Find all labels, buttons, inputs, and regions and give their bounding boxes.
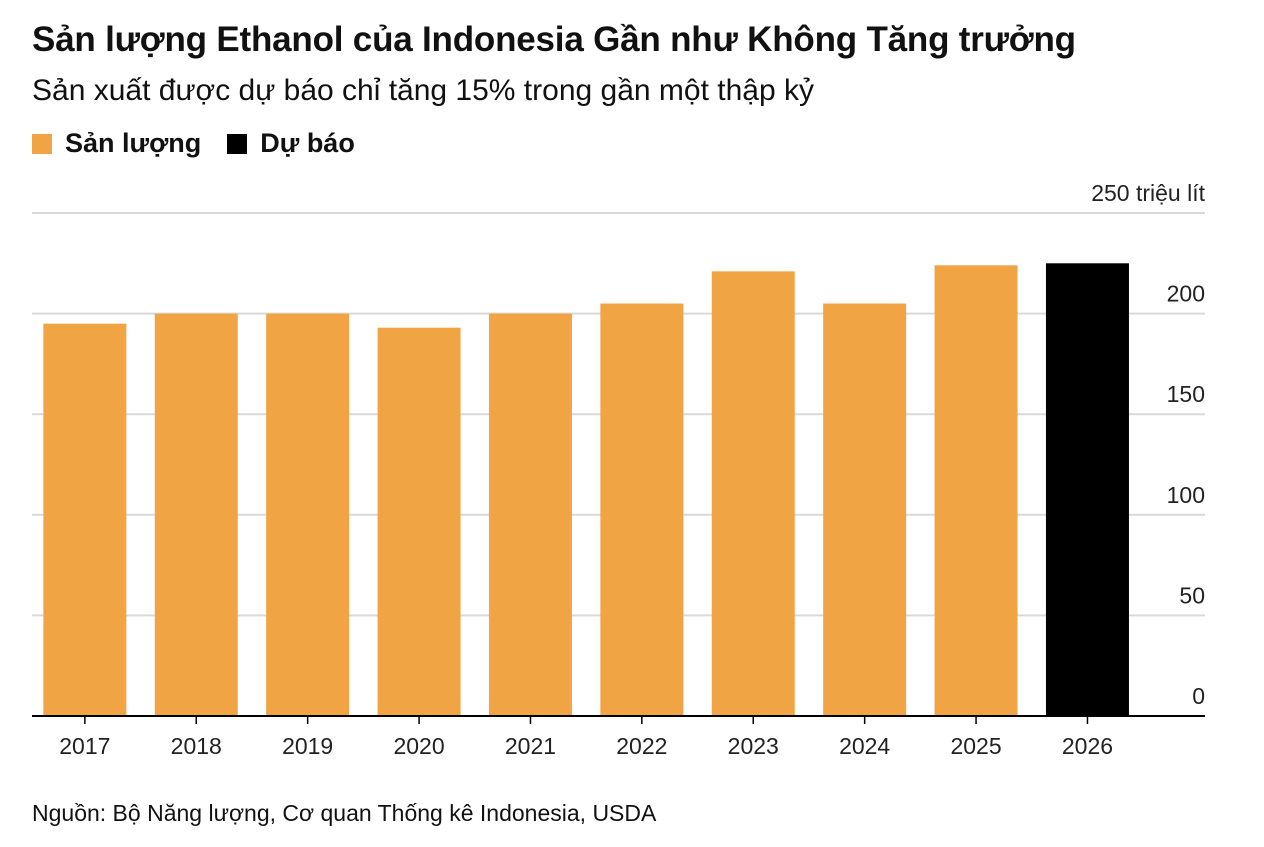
x-tick-label: 2018 xyxy=(171,733,222,759)
bar-production xyxy=(488,313,572,716)
legend: Sản lượng Dự báo xyxy=(32,128,381,159)
legend-item-production: Sản lượng xyxy=(32,128,201,159)
y-tick-label: 200 xyxy=(1167,281,1205,307)
bar-production xyxy=(377,327,461,716)
chart-subtitle: Sản xuất được dự báo chỉ tăng 15% trong … xyxy=(32,74,814,107)
bar-production xyxy=(934,265,1018,716)
bar-production xyxy=(266,313,350,716)
legend-swatch-production xyxy=(32,133,52,154)
x-tick-label: 2019 xyxy=(282,733,333,759)
y-tick-label: 50 xyxy=(1179,582,1205,608)
bar-production xyxy=(600,303,684,716)
x-tick-label: 2022 xyxy=(616,733,667,759)
legend-label-forecast: Dự báo xyxy=(260,128,355,158)
bar-production xyxy=(823,303,907,716)
chart-title: Sản lượng Ethanol của Indonesia Gần như … xyxy=(32,20,1076,59)
x-tick-label: 2025 xyxy=(950,733,1001,759)
x-tick-label: 2023 xyxy=(728,733,779,759)
y-tick-label: 150 xyxy=(1167,381,1205,407)
x-tick-label: 2020 xyxy=(393,733,444,759)
bar-production xyxy=(154,313,238,716)
y-tick-label: 250 triệu lít xyxy=(1091,180,1205,206)
legend-label-production: Sản lượng xyxy=(65,128,202,158)
legend-item-forecast: Dự báo xyxy=(227,128,355,159)
bar-production xyxy=(43,323,127,716)
bar-forecast xyxy=(1045,263,1129,716)
y-tick-label: 100 xyxy=(1167,482,1205,508)
x-tick-label: 2017 xyxy=(59,733,110,759)
x-tick-label: 2026 xyxy=(1062,733,1113,759)
y-tick-label: 0 xyxy=(1192,683,1205,709)
source-note: Nguồn: Bộ Năng lượng, Cơ quan Thống kê I… xyxy=(32,800,657,826)
x-tick-label: 2021 xyxy=(505,733,556,759)
legend-swatch-forecast xyxy=(227,133,248,154)
bar-production xyxy=(711,271,795,716)
x-tick-label: 2024 xyxy=(839,733,890,759)
